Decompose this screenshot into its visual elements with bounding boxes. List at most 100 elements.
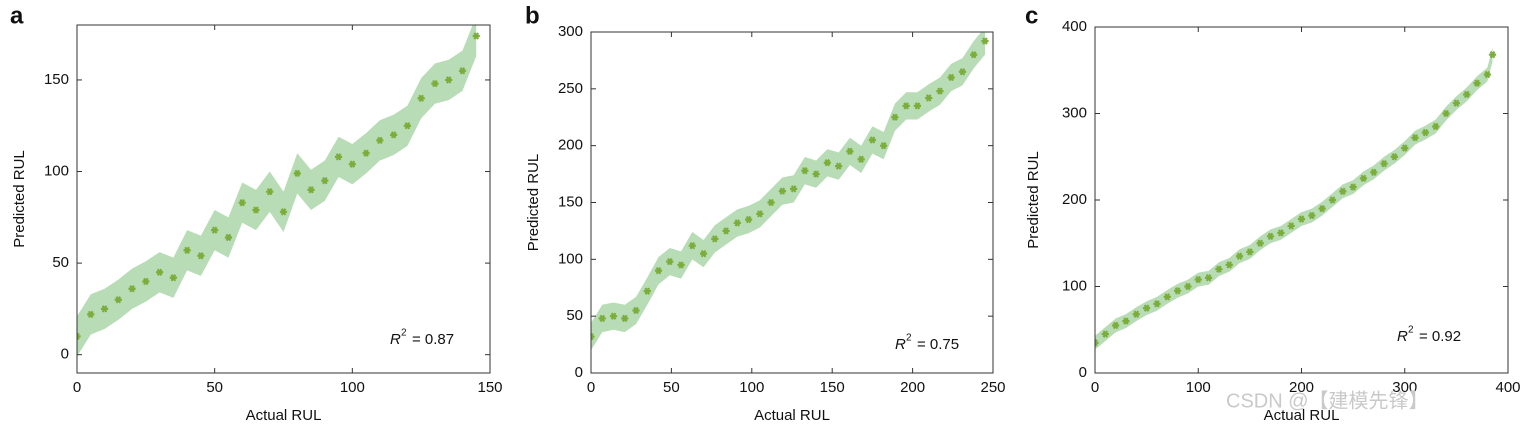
- plot-frame: [1094, 26, 1509, 374]
- point: [307, 186, 315, 194]
- point: [1473, 79, 1481, 87]
- point: [293, 169, 301, 178]
- point: [128, 285, 136, 293]
- point: [857, 155, 865, 163]
- confidence-band: [591, 32, 985, 351]
- point: [598, 314, 606, 323]
- point: [417, 94, 425, 102]
- r2-exponent: 2: [906, 333, 912, 344]
- point: [711, 235, 719, 243]
- point: [835, 162, 843, 170]
- point: [1411, 134, 1419, 142]
- point: [445, 76, 453, 84]
- point: [1101, 330, 1109, 338]
- point: [362, 149, 370, 157]
- point: [77, 332, 81, 341]
- x-axis-label: Actual RUL: [1264, 407, 1340, 424]
- point: [868, 136, 876, 144]
- x-tick-label: 100: [340, 379, 365, 396]
- point: [1246, 248, 1254, 256]
- point: [778, 187, 786, 195]
- x-tick-label: 0: [587, 379, 595, 396]
- y-tick-label: 150: [44, 71, 69, 88]
- point: [87, 310, 95, 319]
- point: [744, 215, 753, 224]
- point: [1256, 239, 1264, 247]
- point: [1401, 144, 1409, 152]
- point: [609, 312, 618, 320]
- point: [169, 274, 177, 282]
- x-tick-label: 100: [1186, 379, 1211, 396]
- r2-symbol: R: [1397, 328, 1408, 345]
- y-tick-label: 150: [558, 193, 583, 210]
- r2-exponent: 2: [401, 328, 407, 339]
- point: [348, 160, 356, 168]
- point: [970, 51, 978, 59]
- plot-frame: [76, 24, 491, 374]
- point: [1122, 317, 1130, 325]
- point: [1153, 300, 1161, 308]
- x-tick-label: 200: [1289, 379, 1314, 396]
- point: [936, 87, 944, 95]
- point: [1266, 232, 1275, 240]
- y-tick-label: 300: [1062, 104, 1087, 121]
- point: [1463, 90, 1471, 99]
- r2-exponent: 2: [1408, 325, 1414, 336]
- plot-area: [591, 32, 989, 351]
- point: [722, 227, 730, 235]
- point: [142, 277, 150, 286]
- point: [1308, 211, 1316, 220]
- point: [197, 252, 205, 260]
- point: [902, 102, 910, 110]
- watermark: CSDN @【建模先锋】: [1226, 389, 1429, 412]
- point: [376, 136, 384, 145]
- point: [1432, 122, 1440, 131]
- r2-value: = 0.92: [1419, 328, 1461, 345]
- point: [801, 167, 809, 175]
- point: [334, 153, 343, 161]
- point: [1204, 274, 1213, 282]
- point: [1287, 222, 1295, 230]
- plot-area: [1095, 47, 1497, 350]
- point: [947, 73, 955, 82]
- x-tick-label: 100: [739, 379, 764, 396]
- point: [1143, 304, 1151, 312]
- x-tick-label: 300: [1392, 379, 1417, 396]
- point: [1194, 275, 1202, 284]
- confidence-band: [77, 25, 477, 357]
- x-tick-label: 50: [663, 379, 680, 396]
- point: [472, 32, 480, 40]
- point: [1483, 70, 1491, 79]
- y-tick-label: 100: [44, 162, 69, 179]
- point: [266, 188, 274, 196]
- point: [1359, 174, 1368, 183]
- y-tick-label: 50: [566, 307, 583, 324]
- point: [1390, 153, 1399, 161]
- r2-symbol: R: [390, 331, 401, 348]
- point: [1112, 321, 1120, 330]
- point: [224, 233, 233, 242]
- panel-letter: b: [525, 2, 540, 29]
- y-tick-label: 250: [558, 80, 583, 97]
- y-tick-label: 100: [1062, 277, 1087, 294]
- point: [431, 79, 439, 88]
- point: [238, 198, 246, 207]
- y-tick-label: 200: [558, 137, 583, 154]
- point: [823, 159, 831, 167]
- panel-letter: a: [10, 2, 24, 29]
- point: [632, 306, 640, 315]
- point: [1184, 282, 1192, 291]
- point: [1349, 183, 1357, 191]
- point: [1380, 160, 1388, 168]
- point: [1174, 287, 1182, 295]
- point: [390, 131, 398, 139]
- point: [279, 208, 288, 216]
- point: [677, 261, 685, 269]
- point: [846, 147, 854, 156]
- point: [100, 305, 109, 313]
- y-tick-label: 50: [52, 254, 69, 271]
- y-axis-label: Predicted RUL: [525, 154, 542, 252]
- x-tick-label: 200: [900, 379, 925, 396]
- point: [1318, 204, 1326, 213]
